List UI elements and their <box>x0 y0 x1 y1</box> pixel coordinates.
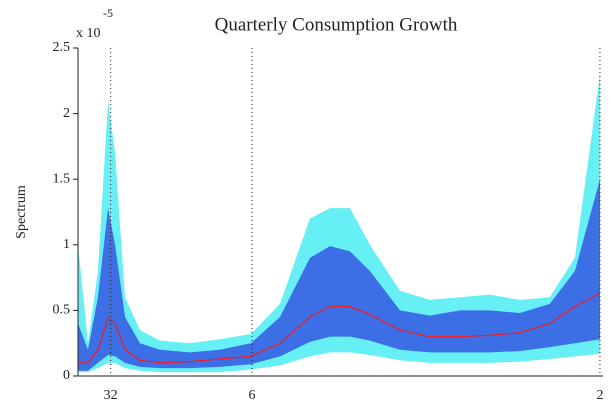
y-tick-label: 1.5 <box>53 171 71 186</box>
band-area <box>78 74 601 373</box>
band-area <box>78 179 601 371</box>
x-tick-label: 6 <box>248 388 255 403</box>
y-multiplier: x 10 <box>76 26 101 41</box>
y-axis-label: Spectrum <box>14 185 29 239</box>
y-tick-label: 2 <box>63 106 70 121</box>
y-tick-label: 2.5 <box>53 40 71 55</box>
median-line <box>78 292 601 364</box>
chart-title: Quarterly Consumption Growth <box>215 14 458 35</box>
y-exponent: -5 <box>103 6 113 20</box>
x-tick-label: 2 <box>596 388 603 403</box>
y-tick-label: 0.5 <box>53 303 71 318</box>
y-tick-label: 1 <box>63 237 70 252</box>
x-tick-label: 32 <box>104 388 118 403</box>
y-tick-label: 0 <box>63 368 70 383</box>
